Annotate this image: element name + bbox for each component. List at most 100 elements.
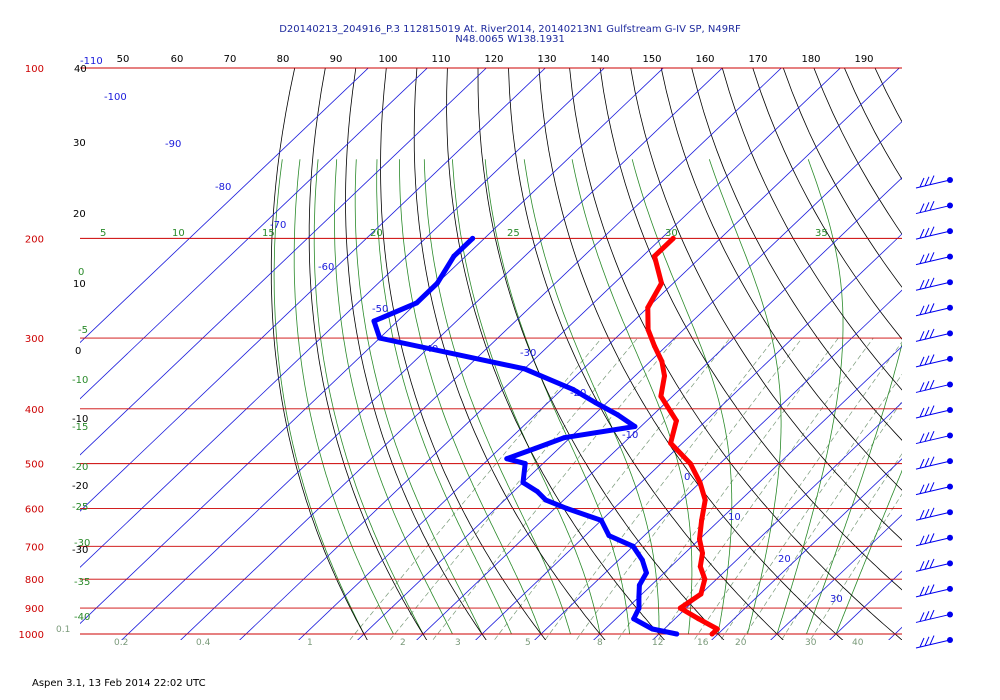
pressure-tick-label: 800 (25, 575, 44, 586)
x-axis-tick-label: 120 (484, 54, 503, 65)
wind-barb (915, 482, 953, 496)
dewpoint-trace-point (643, 570, 649, 576)
dry-adiabat-line (923, 42, 1000, 646)
mixing-ratio-label: 16 (697, 638, 709, 648)
wind-barb-feather (924, 559, 930, 570)
mixing-ratio-line (544, 337, 775, 640)
isotherm-line (829, 570, 902, 640)
wind-barb-feather (929, 175, 935, 185)
isotherm-line (298, 68, 900, 640)
mixing-ratio-line (617, 337, 839, 640)
isotherm-line (888, 626, 902, 640)
dewpoint-trace-point (521, 366, 527, 372)
wind-barb-feather (924, 406, 930, 417)
moist-adiabat-line (776, 159, 844, 635)
wind-barb-staff (915, 281, 951, 291)
moist-adiabat-line (806, 342, 902, 635)
temperature-trace-point (652, 343, 657, 349)
moist-adiabat-left-label: -5 (78, 325, 88, 336)
dry-adiabat-line (477, 68, 725, 640)
isotherm-line (652, 402, 902, 640)
wind-barb (915, 507, 953, 521)
wind-barb-feather (919, 510, 925, 520)
mixing-ratio-line (693, 341, 902, 640)
wind-barb-staff (915, 256, 951, 266)
wind-barb (915, 558, 953, 572)
wind-barb-feather (929, 354, 935, 364)
wind-barb-staff (915, 460, 951, 470)
dewpoint-trace-point (561, 435, 567, 441)
dry-adiabat-label: -10 (72, 414, 88, 425)
dewpoint-trace-point (636, 582, 642, 588)
wind-barb-feather (919, 228, 925, 239)
temperature-trace-point (702, 576, 708, 582)
wind-barb-feather (919, 305, 925, 315)
dewpoint-trace-point (504, 456, 510, 462)
x-axis-tick-label: 100 (378, 54, 397, 65)
moist-adiabat-label: 30 (665, 228, 678, 239)
moist-adiabat-line (423, 159, 571, 635)
temperature-trace-point (670, 235, 676, 241)
dry-adiabat-line (308, 68, 428, 640)
temperature-trace-point (677, 605, 683, 611)
wind-barb-feather (924, 176, 930, 187)
dry-adiabat-line (893, 42, 1000, 646)
wind-barb-feather (929, 226, 935, 236)
isotherm-line (711, 458, 902, 640)
isotherm-line (180, 68, 782, 640)
wind-barb-feather (924, 355, 930, 365)
wind-barb-staff (915, 409, 951, 419)
x-axis-tick-label: 110 (431, 54, 450, 65)
wind-barb-feather (929, 303, 935, 313)
wind-barb-staff (915, 613, 951, 623)
dewpoint-trace-point (639, 557, 645, 563)
wind-barb-feather (919, 612, 925, 622)
wind-barb-feather (924, 329, 930, 340)
dewpoint-trace-point (649, 626, 655, 632)
dewpoint-trace-point (434, 280, 440, 286)
wind-barb-feather (929, 379, 935, 390)
isotherm-line (80, 68, 369, 344)
isotherm-label: -100 (104, 92, 127, 103)
moist-adiabat-line (484, 159, 630, 635)
dry-adiabat-line (599, 68, 902, 591)
dewpoint-trace-point (598, 517, 604, 523)
wind-barb-feather (929, 584, 935, 594)
isotherm-label: -10 (622, 430, 638, 441)
wind-barb-staff (915, 537, 951, 547)
wind-barb-feather (919, 535, 925, 545)
wind-barb-feather (919, 254, 925, 264)
dry-adiabat-label: 40 (74, 64, 87, 75)
mixing-ratio-label: 12 (652, 638, 663, 648)
moist-adiabat-line (334, 159, 453, 635)
wind-barb-feather (919, 561, 925, 571)
pressure-tick-label: 200 (25, 234, 44, 245)
wind-barb-feather (919, 203, 925, 213)
pressure-tick-label: 100 (25, 64, 44, 75)
temperature-trace-point (662, 373, 667, 379)
moist-adiabat-left-label: -20 (72, 462, 88, 473)
wind-barb-feather (929, 482, 935, 492)
temperature-trace-point (702, 497, 708, 503)
wind-barb-feather (924, 278, 930, 289)
temperature-trace-point (697, 536, 702, 542)
wind-barb (915, 252, 953, 266)
wind-barb-staff (915, 307, 951, 317)
wind-barb-feather (929, 200, 935, 211)
wind-barb (915, 303, 953, 317)
moist-adiabat-left-label: -10 (72, 375, 88, 386)
x-axis-tick-label: 50 (117, 54, 130, 65)
dewpoint-trace-point (636, 605, 642, 611)
pressure-tick-label: 400 (25, 405, 44, 416)
dry-adiabat-line (660, 68, 902, 491)
wind-barb-feather (929, 430, 935, 441)
dry-adiabat-line (982, 42, 1000, 646)
wind-barb-staff (915, 486, 951, 496)
wind-barb (915, 609, 953, 623)
isotherm-label: -50 (372, 304, 388, 315)
wind-barb-feather (924, 432, 930, 442)
wind-barb-staff (915, 588, 951, 598)
dry-adiabat-line (413, 68, 606, 640)
moist-adiabat-line (452, 159, 601, 635)
x-axis-tick-label: 70 (224, 54, 237, 65)
